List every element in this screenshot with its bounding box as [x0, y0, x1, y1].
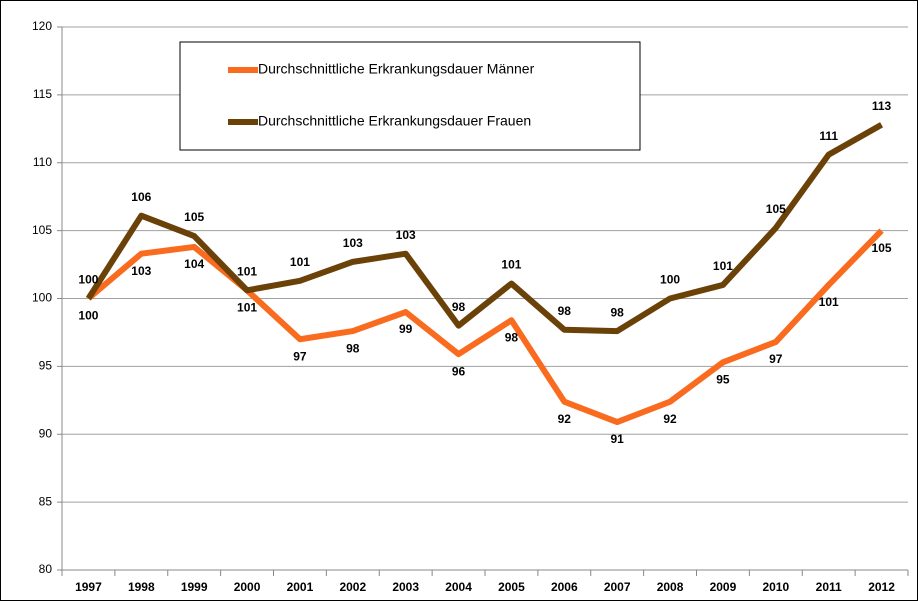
x-tick-label: 1998: [128, 580, 155, 594]
data-label: 101: [237, 265, 257, 279]
data-label: 97: [293, 349, 307, 363]
data-label: 98: [558, 304, 572, 318]
data-label: 101: [713, 259, 733, 273]
data-label: 104: [184, 257, 204, 271]
data-label: 101: [237, 301, 257, 315]
legend-label: Durchschnittliche Erkrankungsdauer Männe…: [258, 61, 535, 77]
y-tick-label: 120: [32, 19, 52, 33]
x-tick-label: 2008: [657, 580, 684, 594]
data-label: 98: [346, 341, 360, 355]
y-tick-label: 90: [39, 426, 53, 440]
data-label: 95: [716, 372, 730, 386]
data-label: 111: [819, 129, 838, 143]
data-label: 103: [131, 264, 151, 278]
series-line: [85, 122, 884, 335]
data-label: 113: [872, 99, 892, 113]
x-tick-label: 2007: [604, 580, 631, 594]
data-label: 100: [660, 273, 680, 287]
data-label: 101: [501, 258, 521, 272]
data-label: 105: [872, 241, 892, 255]
y-tick-label: 105: [32, 223, 52, 237]
data-label: 97: [769, 352, 783, 366]
y-tick-label: 115: [33, 87, 52, 101]
y-tick-label: 85: [39, 494, 53, 508]
data-label: 101: [290, 255, 310, 269]
y-tick-label: 100: [32, 291, 52, 305]
series-line: [86, 228, 884, 426]
data-label: 103: [396, 228, 416, 242]
x-tick-label: 2002: [339, 580, 366, 594]
data-label: 98: [505, 330, 519, 344]
x-tick-label: 2012: [868, 580, 895, 594]
data-label: 106: [131, 190, 151, 204]
data-label: 96: [452, 364, 466, 378]
x-tick-label: 2006: [551, 580, 578, 594]
data-label: 92: [663, 412, 677, 426]
data-label: 100: [78, 309, 98, 323]
data-label: 99: [399, 322, 413, 336]
data-label: 105: [766, 202, 786, 216]
legend-box: [179, 41, 641, 151]
x-tick-label: 2011: [816, 580, 842, 594]
x-tick-label: 2000: [234, 580, 261, 594]
x-tick-label: 1997: [75, 580, 102, 594]
data-label: 100: [78, 273, 98, 287]
data-label: 98: [611, 305, 625, 319]
data-label: 91: [611, 432, 625, 446]
x-tick-label: 2004: [445, 580, 472, 594]
y-tick-label: 80: [39, 562, 53, 576]
x-tick-label: 2010: [762, 580, 789, 594]
data-label: 98: [452, 300, 466, 314]
data-label: 92: [558, 412, 572, 426]
data-label: 103: [343, 236, 363, 250]
x-tick-label: 2009: [710, 580, 737, 594]
y-tick-label: 95: [39, 359, 53, 373]
x-tick-label: 2005: [498, 580, 525, 594]
x-tick-label: 2001: [287, 580, 314, 594]
x-tick-label: 1999: [181, 580, 208, 594]
data-label: 105: [184, 210, 204, 224]
y-tick-label: 110: [33, 155, 52, 169]
data-label: 101: [819, 295, 839, 309]
x-tick-label: 2003: [392, 580, 419, 594]
legend-label: Durchschnittliche Erkrankungsdauer Fraue…: [258, 113, 531, 129]
